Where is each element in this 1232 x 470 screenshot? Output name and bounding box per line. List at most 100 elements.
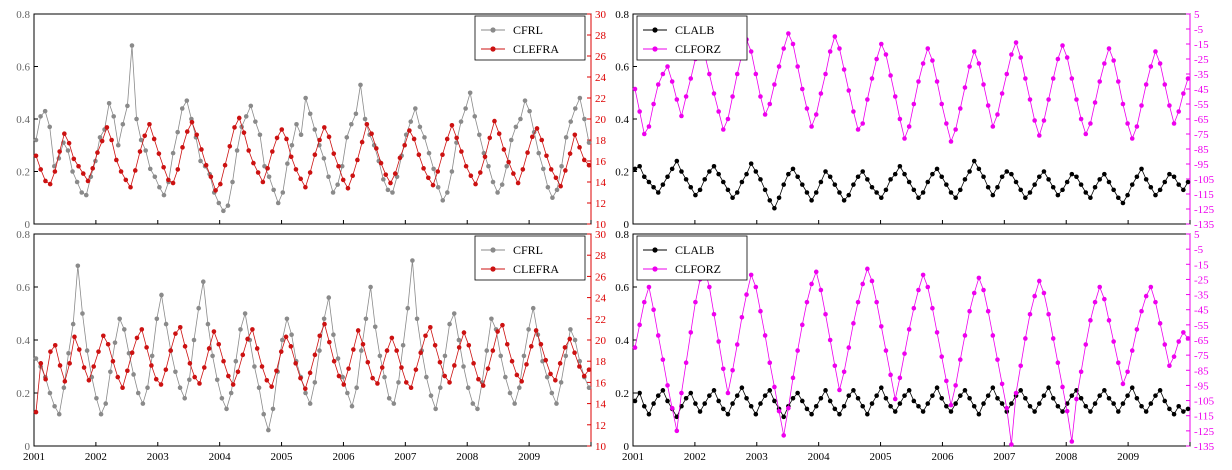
data-point [851,109,856,114]
data-point [851,182,856,187]
data-point [447,380,452,385]
right-tick-label: 10 [595,441,607,453]
left-tick-label: 0.4 [615,335,629,347]
data-point [312,352,318,358]
data-point [527,108,532,114]
data-point [646,179,652,185]
data-point [203,162,209,168]
data-point [1023,336,1028,341]
data-point [163,367,169,372]
data-point [916,403,921,409]
data-point [1097,284,1103,290]
data-point [734,190,740,195]
data-point [869,401,875,406]
data-point [832,363,838,369]
data-point [230,179,235,185]
data-point [506,159,511,165]
right-tick-label: -85 [1194,365,1209,377]
data-point [711,311,717,317]
data-point [553,377,558,383]
data-point [739,314,745,320]
left-tick-label: 0.6 [615,62,629,74]
data-point [1064,179,1070,185]
data-point [641,403,647,409]
right-tick-label: 24 [595,72,607,84]
data-point [179,106,185,111]
data-point [256,385,262,391]
data-point [202,365,207,370]
data-point [855,299,861,305]
data-point [442,373,448,379]
data-point [1060,187,1065,193]
data-point [1027,403,1033,409]
series-line [35,116,590,192]
right-tick-label: 26 [595,271,607,283]
data-point [734,342,740,347]
data-point [925,401,931,406]
data-point [539,137,545,143]
data-point [214,377,220,383]
data-point [182,344,188,349]
data-point [688,184,694,190]
data-point [475,406,480,412]
data-point [846,345,852,350]
data-point [109,137,114,143]
data-point [651,307,656,313]
data-point [739,179,745,185]
data-point [294,121,299,127]
data-point [444,136,450,142]
data-point [509,358,515,364]
data-point [451,311,457,316]
data-point [744,171,749,177]
data-point [753,284,759,290]
data-point [242,311,248,316]
data-point [1083,403,1089,409]
data-point [274,368,279,374]
data-point [799,182,805,187]
data-point [250,327,255,332]
data-point [481,150,487,156]
data-point [1060,384,1065,390]
data-point [562,345,568,350]
data-point [383,172,389,177]
data-point [655,333,661,338]
data-point [56,411,62,417]
data-point [381,177,386,182]
data-point [528,344,534,349]
data-point [138,137,144,143]
data-point [101,333,106,339]
right-tick-label: -95 [1194,380,1209,392]
right-tick-label: 18 [595,356,607,368]
data-point [1088,409,1093,414]
data-point [224,406,229,412]
left-tick-label: 0.6 [16,62,30,74]
data-point [944,121,949,126]
data-point [906,179,912,185]
data-point [414,316,420,322]
data-point [173,331,178,336]
data-point [586,367,592,372]
data-point [837,190,842,195]
right-tick-label: 12 [595,198,606,210]
right-tick-label: 20 [595,114,607,126]
right-tick-label: 14 [595,399,607,411]
data-point [86,377,92,383]
data-point [981,401,986,406]
legend-entry-cfrl: CFRL [513,23,543,37]
data-point [962,177,968,182]
data-point [827,337,833,343]
data-point [131,372,136,377]
data-point [1060,43,1065,48]
data-point [129,350,135,356]
data-point [80,171,86,176]
data-point [1055,403,1061,409]
data-point [1018,388,1024,393]
data-point [147,166,153,172]
data-point [939,396,945,401]
data-point [317,137,322,143]
data-point [234,148,240,153]
data-point [354,385,359,391]
data-point [389,335,395,341]
series-clforz [632,266,1191,447]
data-point [953,383,958,388]
